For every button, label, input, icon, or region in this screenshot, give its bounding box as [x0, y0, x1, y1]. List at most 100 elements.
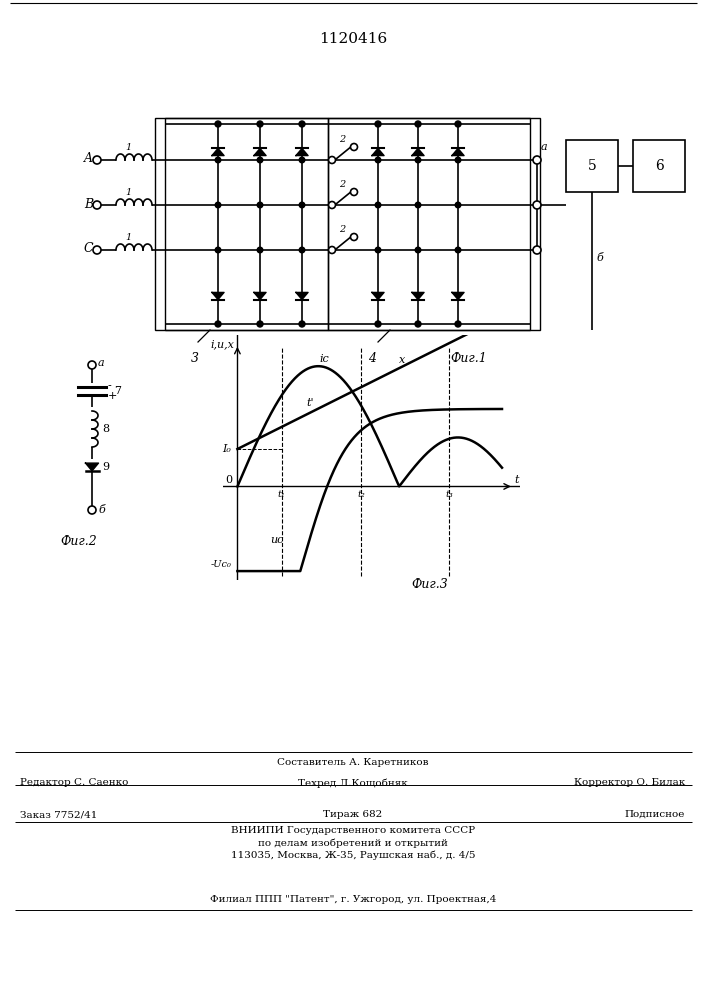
- Text: 4: 4: [368, 352, 376, 365]
- Text: 7: 7: [114, 386, 121, 396]
- Text: x: x: [399, 355, 405, 365]
- Text: Корректор О. Билак: Корректор О. Билак: [574, 778, 685, 787]
- Bar: [328, 118, 530, 330]
- Circle shape: [533, 246, 541, 254]
- Circle shape: [455, 202, 461, 208]
- Circle shape: [257, 202, 263, 208]
- Text: 1: 1: [125, 188, 131, 197]
- Text: Заказ 7752/41: Заказ 7752/41: [20, 810, 98, 819]
- Polygon shape: [372, 292, 384, 300]
- Text: t₃: t₃: [445, 490, 453, 499]
- Circle shape: [351, 188, 358, 196]
- Text: C: C: [83, 242, 93, 255]
- Text: б: б: [98, 505, 105, 515]
- Text: 0: 0: [226, 475, 233, 485]
- Text: uс: uс: [270, 535, 283, 545]
- Circle shape: [257, 247, 263, 253]
- Polygon shape: [254, 292, 266, 300]
- Text: iс: iс: [320, 354, 329, 364]
- Circle shape: [455, 121, 461, 127]
- Circle shape: [415, 157, 421, 163]
- Circle shape: [455, 321, 461, 327]
- Text: t: t: [515, 475, 519, 485]
- Text: 6: 6: [655, 159, 663, 173]
- Text: 3: 3: [191, 352, 199, 365]
- Polygon shape: [372, 148, 384, 156]
- Circle shape: [299, 321, 305, 327]
- Circle shape: [299, 202, 305, 208]
- Circle shape: [375, 157, 381, 163]
- Text: 5: 5: [588, 159, 597, 173]
- Circle shape: [455, 247, 461, 253]
- Circle shape: [415, 321, 421, 327]
- Polygon shape: [86, 463, 98, 471]
- Text: Редактор С. Саенко: Редактор С. Саенко: [20, 778, 129, 787]
- Circle shape: [415, 247, 421, 253]
- Circle shape: [215, 321, 221, 327]
- Circle shape: [329, 246, 336, 253]
- Text: Фиг.2: Фиг.2: [60, 535, 97, 548]
- Circle shape: [415, 202, 421, 208]
- Circle shape: [299, 121, 305, 127]
- Circle shape: [375, 247, 381, 253]
- Text: A: A: [84, 152, 93, 165]
- Text: a: a: [541, 142, 548, 152]
- Text: +: +: [108, 391, 117, 401]
- Bar: [633, 140, 685, 192]
- Polygon shape: [212, 148, 224, 156]
- Circle shape: [215, 157, 221, 163]
- Text: Техред Л.Кощобняк: Техред Л.Кощобняк: [298, 778, 408, 788]
- Circle shape: [215, 202, 221, 208]
- Circle shape: [329, 156, 336, 163]
- Circle shape: [88, 361, 96, 369]
- Polygon shape: [254, 148, 266, 156]
- Circle shape: [88, 506, 96, 514]
- Polygon shape: [212, 292, 224, 300]
- Text: 9: 9: [102, 462, 109, 472]
- Text: Филиал ППП "Патент", г. Ужгород, ул. Проектная,4: Филиал ППП "Патент", г. Ужгород, ул. Про…: [210, 895, 496, 904]
- Circle shape: [215, 121, 221, 127]
- Bar: [155, 118, 540, 330]
- Circle shape: [375, 121, 381, 127]
- Text: Фиг.1: Фиг.1: [450, 352, 486, 365]
- Circle shape: [329, 202, 336, 209]
- Text: -: -: [108, 381, 112, 391]
- Text: I₀: I₀: [223, 444, 231, 454]
- Circle shape: [351, 233, 358, 240]
- Circle shape: [351, 143, 358, 150]
- Circle shape: [257, 321, 263, 327]
- Text: a: a: [98, 358, 105, 368]
- Circle shape: [375, 321, 381, 327]
- Text: 2: 2: [339, 225, 345, 234]
- Text: Подписное: Подписное: [624, 810, 685, 819]
- Text: Тираж 682: Тираж 682: [323, 810, 382, 819]
- Polygon shape: [452, 148, 464, 156]
- Text: t': t': [307, 398, 315, 408]
- Circle shape: [455, 157, 461, 163]
- Text: 1: 1: [125, 233, 131, 242]
- Bar: [165, 118, 328, 330]
- Bar: [566, 140, 618, 192]
- Text: -Uс₀: -Uс₀: [211, 560, 231, 569]
- Text: б: б: [596, 253, 603, 263]
- Text: ВНИИПИ Государственного комитета СССР: ВНИИПИ Государственного комитета СССР: [231, 826, 475, 835]
- Circle shape: [93, 201, 101, 209]
- Circle shape: [415, 121, 421, 127]
- Text: по делам изобретений и открытий: по делам изобретений и открытий: [258, 838, 448, 848]
- Circle shape: [93, 156, 101, 164]
- Circle shape: [257, 157, 263, 163]
- Text: 1: 1: [125, 143, 131, 152]
- Polygon shape: [452, 292, 464, 300]
- Circle shape: [533, 156, 541, 164]
- Circle shape: [257, 121, 263, 127]
- Text: i,u,x: i,u,x: [211, 339, 235, 349]
- Text: t₁: t₁: [278, 490, 286, 499]
- Polygon shape: [296, 292, 308, 300]
- Circle shape: [299, 247, 305, 253]
- Text: Составитель А. Каретников: Составитель А. Каретников: [277, 758, 428, 767]
- Circle shape: [533, 201, 541, 209]
- Text: Фиг.3: Фиг.3: [411, 578, 448, 591]
- Polygon shape: [412, 292, 424, 300]
- Text: 2: 2: [339, 135, 345, 144]
- Circle shape: [215, 247, 221, 253]
